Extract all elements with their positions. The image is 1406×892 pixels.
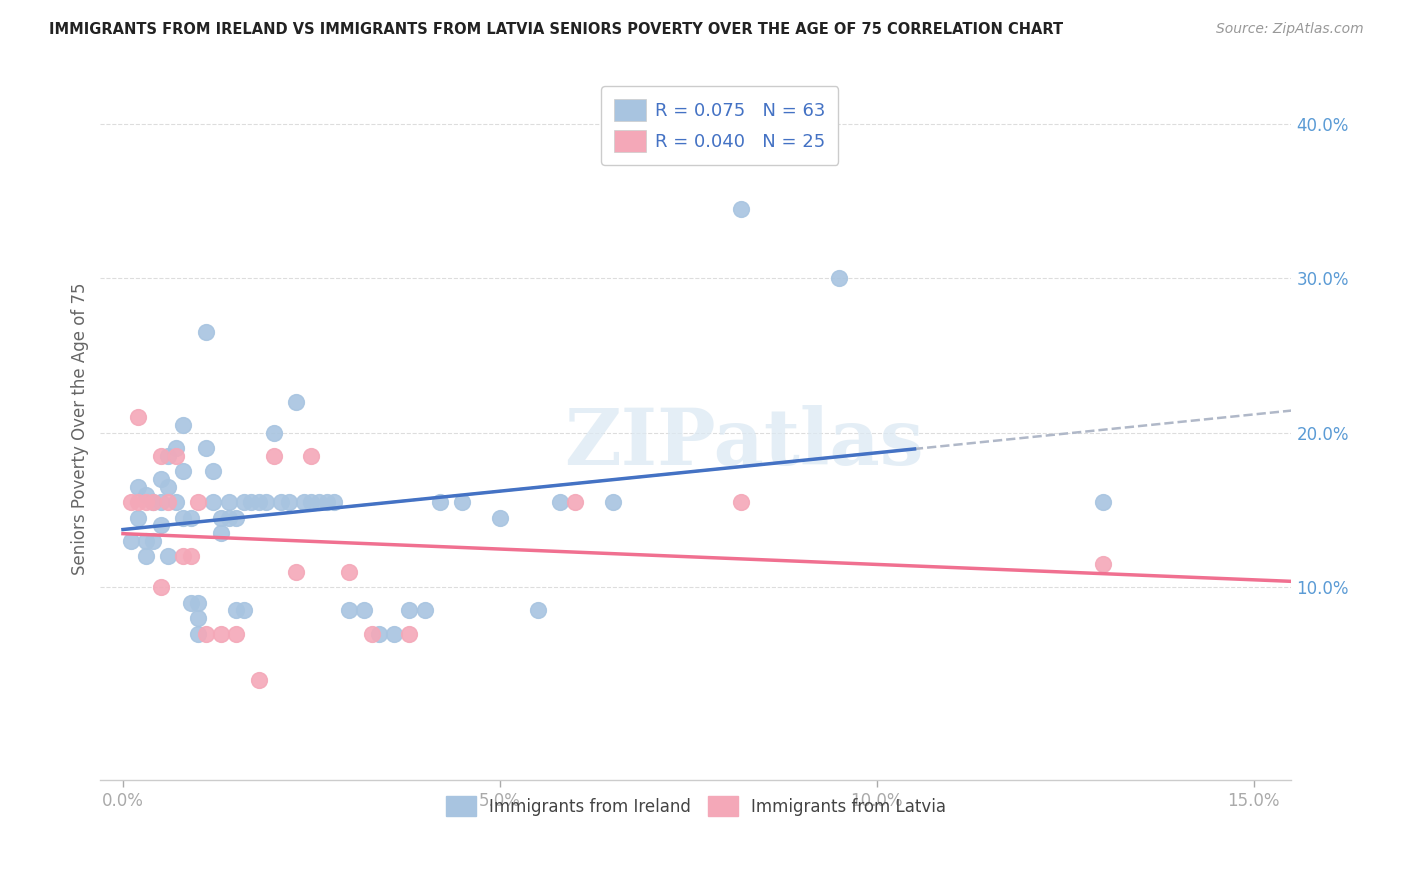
Point	[301, 449, 323, 463]
Point	[165, 449, 187, 463]
Point	[142, 533, 165, 548]
Point	[135, 495, 157, 509]
Point	[602, 495, 624, 509]
Point	[202, 495, 225, 509]
Text: IMMIGRANTS FROM IRELAND VS IMMIGRANTS FROM LATVIA SENIORS POVERTY OVER THE AGE O: IMMIGRANTS FROM IRELAND VS IMMIGRANTS FR…	[49, 22, 1063, 37]
Point	[225, 626, 247, 640]
Point	[149, 518, 172, 533]
Point	[194, 626, 217, 640]
Point	[194, 326, 217, 340]
Point	[292, 495, 315, 509]
Point	[180, 510, 202, 524]
Point	[225, 510, 247, 524]
Point	[247, 495, 270, 509]
Point	[172, 417, 194, 432]
Point	[202, 464, 225, 478]
Point	[135, 487, 157, 501]
Point	[360, 626, 382, 640]
Point	[353, 603, 375, 617]
Point	[172, 464, 194, 478]
Point	[165, 441, 187, 455]
Point	[337, 603, 360, 617]
Point	[451, 495, 474, 509]
Point	[263, 425, 285, 440]
Point	[127, 510, 149, 524]
Point	[413, 603, 436, 617]
Legend: Immigrants from Ireland, Immigrants from Latvia: Immigrants from Ireland, Immigrants from…	[437, 788, 955, 825]
Point	[187, 596, 209, 610]
Point	[263, 449, 285, 463]
Point	[187, 626, 209, 640]
Point	[180, 549, 202, 564]
Point	[194, 441, 217, 455]
Point	[127, 410, 149, 425]
Point	[730, 202, 752, 216]
Point	[149, 580, 172, 594]
Point	[382, 626, 405, 640]
Point	[254, 495, 277, 509]
Point	[187, 611, 209, 625]
Point	[135, 533, 157, 548]
Point	[209, 510, 232, 524]
Point	[526, 603, 548, 617]
Point	[157, 549, 180, 564]
Point	[165, 495, 187, 509]
Point	[277, 495, 299, 509]
Point	[368, 626, 391, 640]
Point	[828, 271, 851, 285]
Point	[180, 596, 202, 610]
Point	[1091, 557, 1114, 571]
Point	[285, 565, 308, 579]
Point	[209, 526, 232, 541]
Point	[149, 472, 172, 486]
Point	[1091, 495, 1114, 509]
Point	[157, 495, 180, 509]
Point	[232, 603, 254, 617]
Text: ZIPatlas: ZIPatlas	[564, 405, 924, 481]
Point	[142, 495, 165, 509]
Point	[564, 495, 586, 509]
Point	[489, 510, 512, 524]
Point	[429, 495, 451, 509]
Point	[398, 603, 420, 617]
Point	[548, 495, 571, 509]
Point	[157, 449, 180, 463]
Point	[218, 495, 240, 509]
Point	[730, 495, 752, 509]
Point	[285, 394, 308, 409]
Point	[209, 626, 232, 640]
Point	[120, 495, 142, 509]
Point	[120, 533, 142, 548]
Point	[127, 480, 149, 494]
Point	[135, 549, 157, 564]
Text: Source: ZipAtlas.com: Source: ZipAtlas.com	[1216, 22, 1364, 37]
Point	[232, 495, 254, 509]
Point	[301, 495, 323, 509]
Point	[127, 495, 149, 509]
Point	[308, 495, 330, 509]
Y-axis label: Seniors Poverty Over the Age of 75: Seniors Poverty Over the Age of 75	[72, 283, 89, 575]
Point	[315, 495, 337, 509]
Point	[398, 626, 420, 640]
Point	[157, 480, 180, 494]
Point	[225, 603, 247, 617]
Point	[142, 495, 165, 509]
Point	[149, 495, 172, 509]
Point	[218, 510, 240, 524]
Point	[187, 495, 209, 509]
Point	[323, 495, 346, 509]
Point	[270, 495, 292, 509]
Point	[247, 673, 270, 687]
Point	[337, 565, 360, 579]
Point	[172, 549, 194, 564]
Point	[172, 510, 194, 524]
Point	[240, 495, 263, 509]
Point	[149, 449, 172, 463]
